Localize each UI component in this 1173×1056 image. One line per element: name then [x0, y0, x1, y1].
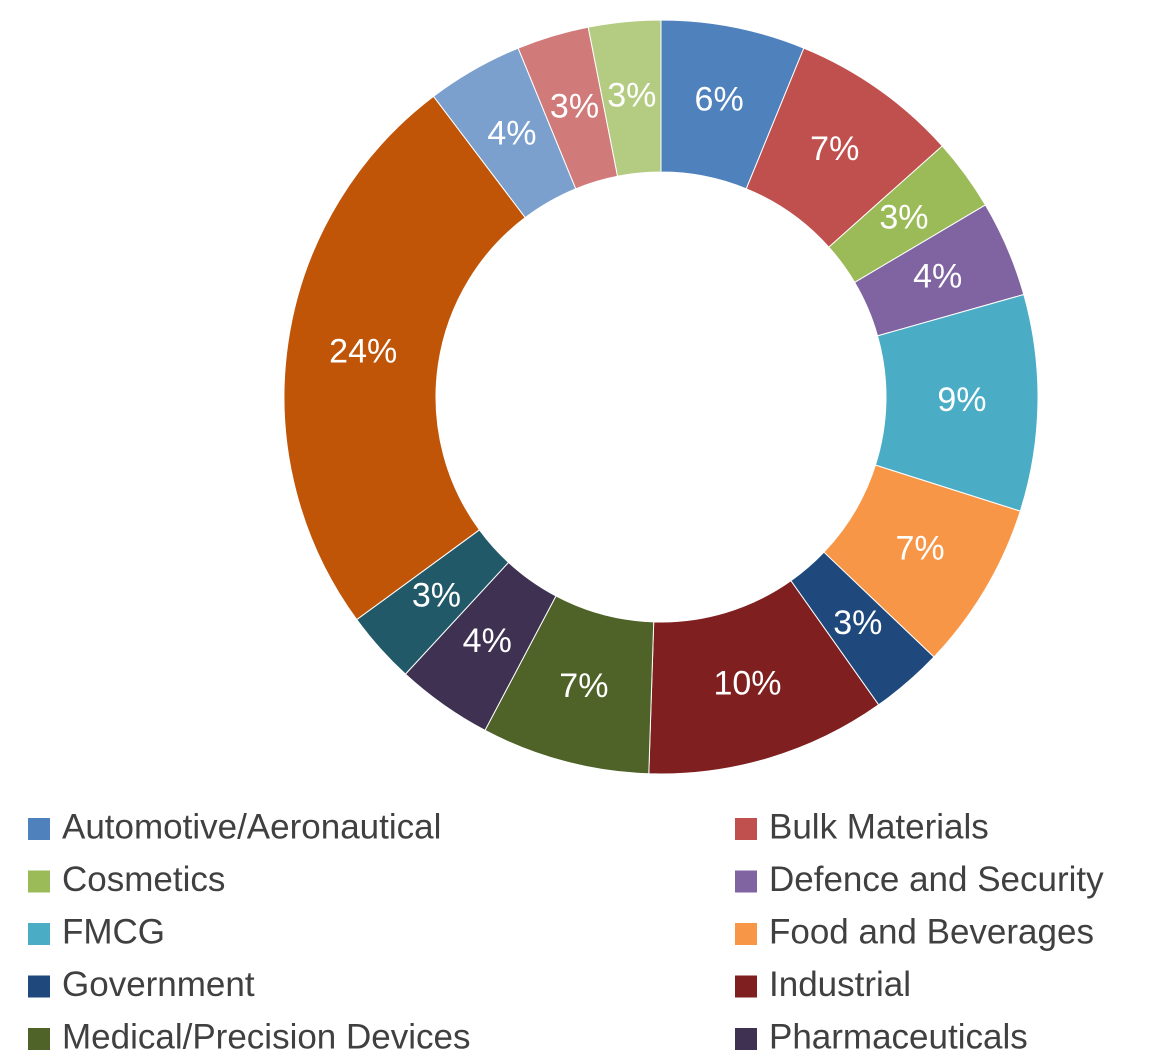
data-label: 24% — [329, 332, 397, 370]
data-label: 7% — [810, 130, 859, 168]
data-label: 6% — [695, 81, 744, 119]
legend-label: Medical/Precision Devices — [62, 1017, 470, 1056]
legend-swatch — [28, 975, 50, 998]
data-label: 3% — [879, 198, 928, 236]
legend-label: Industrial — [769, 965, 911, 1004]
data-label: 7% — [559, 667, 608, 705]
legend-swatch — [28, 818, 50, 840]
legend-swatch — [735, 870, 757, 893]
data-label: 3% — [833, 604, 882, 642]
legend-swatch — [735, 923, 757, 945]
legend-label: Bulk Materials — [769, 807, 989, 846]
data-label: 4% — [463, 622, 512, 660]
data-label: 4% — [487, 115, 536, 153]
donut-segment — [587, 19, 662, 177]
legend-label: Defence and Security — [769, 860, 1104, 899]
legend-label: Pharmaceuticals — [769, 1017, 1028, 1056]
legend-swatch — [28, 870, 50, 893]
data-label: 3% — [550, 88, 599, 126]
legend-swatch — [28, 923, 50, 945]
legend-swatch — [28, 1028, 50, 1050]
legend-label: Government — [62, 965, 255, 1004]
legend-swatch — [735, 1028, 757, 1050]
legend-swatch — [735, 818, 757, 840]
donut-segment — [283, 95, 526, 621]
data-label: 3% — [412, 576, 461, 614]
data-label: 4% — [913, 257, 962, 295]
data-label: 10% — [713, 664, 781, 702]
legend-label: FMCG — [62, 912, 165, 951]
legend-label: Cosmetics — [62, 860, 225, 899]
legend-label: Automotive/Aeronautical — [62, 807, 441, 846]
data-label: 3% — [607, 76, 656, 114]
data-label: 9% — [937, 381, 986, 419]
legend-swatch — [735, 975, 757, 998]
legend-label: Food and Beverages — [769, 912, 1094, 951]
data-label: 7% — [895, 529, 944, 567]
